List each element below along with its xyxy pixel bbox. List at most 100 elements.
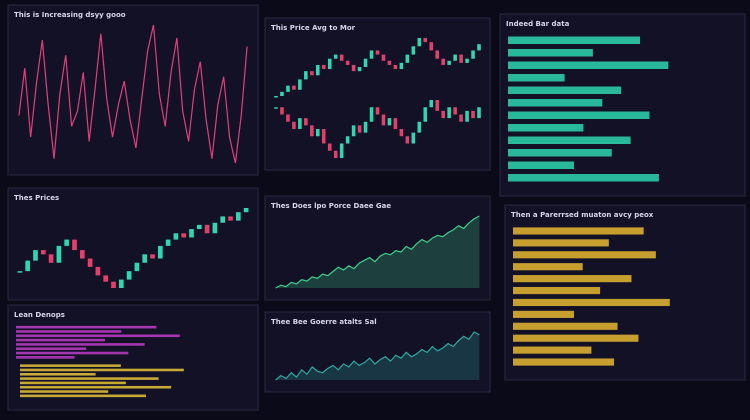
- bar: [513, 322, 618, 330]
- bar: [20, 377, 159, 380]
- candle: [393, 118, 398, 129]
- bar: [16, 325, 157, 329]
- candle: [399, 129, 404, 137]
- candle: [471, 50, 475, 59]
- candle: [142, 254, 148, 263]
- bar: [508, 86, 622, 94]
- area: [275, 332, 480, 380]
- candle: [118, 279, 124, 288]
- candle: [459, 114, 463, 122]
- candle: [327, 143, 332, 151]
- candle: [157, 245, 163, 259]
- candle: [212, 222, 218, 234]
- candle: [126, 271, 132, 280]
- candle: [393, 64, 398, 70]
- bar: [513, 298, 670, 307]
- bar: [513, 275, 632, 283]
- candle: [243, 208, 249, 213]
- candle: [95, 266, 101, 276]
- bar: [20, 385, 172, 389]
- candle: [459, 54, 463, 63]
- bar: [16, 343, 145, 346]
- panel-title: Thes Prices: [14, 194, 59, 202]
- candle: [165, 239, 171, 246]
- candle: [274, 107, 278, 109]
- candle: [72, 239, 77, 251]
- candle: [196, 224, 202, 230]
- bar: [508, 99, 603, 107]
- bar: [508, 174, 659, 182]
- candle: [228, 216, 233, 221]
- candle: [453, 107, 457, 115]
- candle: [387, 118, 392, 126]
- candle: [405, 136, 410, 144]
- panel-title: Then a Parerrsed muaton avcy peox: [511, 211, 654, 219]
- candle: [477, 107, 481, 119]
- bar: [508, 111, 650, 119]
- candle: [465, 110, 469, 122]
- candle: [399, 62, 404, 70]
- candle: [87, 258, 93, 267]
- candle: [321, 64, 326, 70]
- line: [275, 215, 480, 289]
- panel: [264, 17, 491, 171]
- panel: [264, 195, 491, 301]
- panel-title: Indeed Bar data: [506, 20, 570, 28]
- candle: [304, 118, 308, 126]
- candle: [417, 38, 422, 47]
- candle: [435, 100, 440, 111]
- bar: [513, 286, 601, 295]
- candle: [280, 91, 284, 96]
- candle: [357, 67, 362, 72]
- bar: [16, 356, 75, 359]
- candle: [345, 60, 350, 65]
- candle: [274, 96, 278, 98]
- area: [275, 216, 480, 288]
- bar: [508, 161, 575, 169]
- candle: [357, 125, 362, 133]
- candle: [56, 245, 62, 263]
- candle: [453, 54, 457, 61]
- candle: [310, 125, 314, 137]
- candle: [441, 58, 445, 65]
- bar: [513, 251, 656, 259]
- candle: [280, 107, 284, 115]
- candle: [292, 121, 296, 129]
- candle: [369, 50, 374, 59]
- bar: [513, 227, 644, 235]
- bar: [508, 136, 631, 144]
- line: [275, 331, 480, 381]
- candle: [387, 60, 392, 65]
- candle: [150, 254, 155, 259]
- candle: [447, 60, 451, 65]
- candle: [298, 118, 302, 129]
- bar: [20, 368, 184, 372]
- candle: [292, 85, 296, 90]
- bar: [513, 239, 609, 247]
- bar: [20, 381, 126, 385]
- panel-title: This is Increasing dsyy gooo: [14, 11, 126, 19]
- panel: [264, 311, 491, 393]
- candle: [111, 281, 116, 288]
- candle: [333, 150, 338, 158]
- candle: [465, 58, 469, 63]
- bar: [513, 358, 615, 366]
- candle: [321, 129, 326, 144]
- candle: [441, 110, 445, 119]
- panel: [7, 187, 259, 301]
- candle: [310, 71, 314, 76]
- candle: [429, 42, 434, 51]
- candle: [405, 54, 410, 63]
- candle: [189, 229, 194, 238]
- candle: [381, 114, 386, 126]
- candle: [79, 250, 85, 259]
- bar: [508, 61, 669, 69]
- bar: [513, 263, 583, 271]
- candle: [286, 85, 290, 92]
- line: [18, 24, 248, 164]
- bar: [20, 390, 109, 393]
- candle: [363, 121, 368, 133]
- bar: [508, 149, 612, 157]
- candle: [40, 250, 46, 255]
